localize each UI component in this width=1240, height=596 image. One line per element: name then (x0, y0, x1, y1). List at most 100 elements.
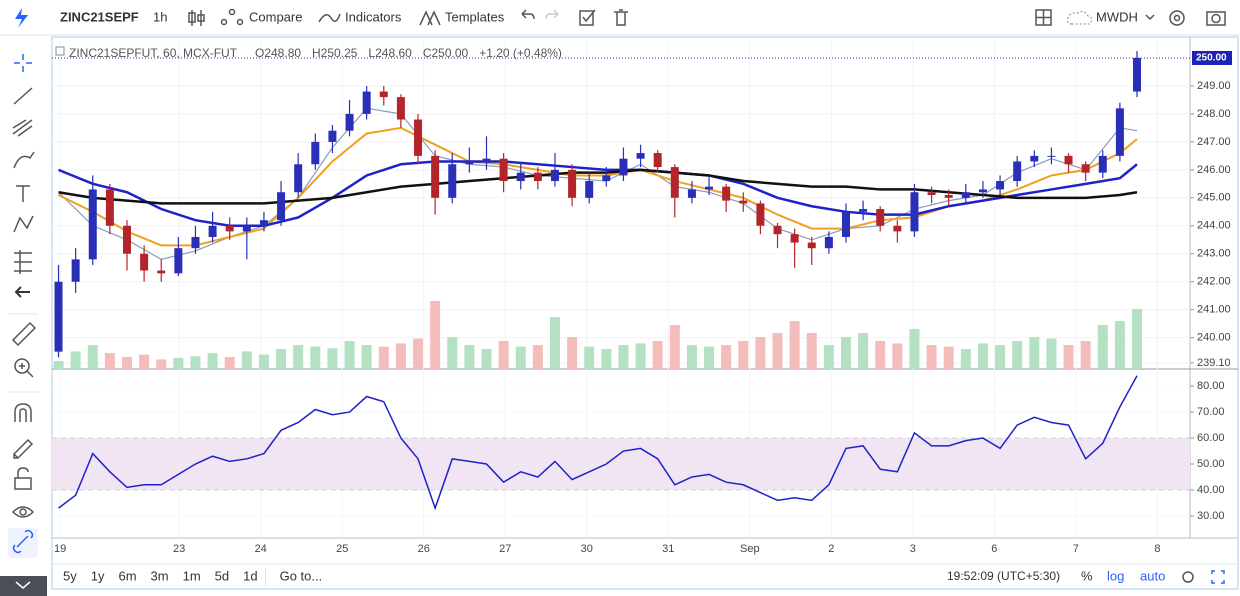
trend-line-tool[interactable] (13, 87, 33, 105)
interval[interactable]: 1h (153, 9, 167, 24)
volume-bar (413, 338, 424, 369)
candle-body (379, 91, 388, 98)
volume-bar (549, 317, 560, 369)
layout-icon[interactable] (1035, 9, 1052, 26)
snapshot-icon[interactable] (1206, 11, 1226, 26)
legend-toggle[interactable] (55, 46, 65, 56)
logo[interactable] (15, 8, 28, 28)
range-button[interactable]: 3m (151, 568, 169, 583)
symbol[interactable]: ZINC21SEPF (60, 9, 139, 24)
y-tick-label: 245.00 (1197, 192, 1231, 204)
candle-body (88, 189, 97, 260)
goto-button[interactable]: Go to... (280, 568, 323, 583)
candle-body (414, 119, 423, 156)
x-tick-label: 24 (255, 543, 267, 555)
rsi-tick-label: 80.00 (1197, 380, 1225, 392)
volume-bar (104, 353, 115, 369)
volume-bar (241, 351, 252, 369)
range-button[interactable]: 5d (215, 568, 229, 583)
text-tool[interactable] (16, 185, 30, 202)
x-tick-label: Sep (740, 543, 760, 555)
undo[interactable] (521, 9, 535, 20)
percent-toggle[interactable]: % (1081, 568, 1093, 583)
chart-style-icon[interactable] (188, 10, 205, 26)
collapse[interactable] (14, 286, 30, 298)
volume-bar (447, 337, 458, 369)
save-icon[interactable] (579, 9, 596, 26)
range-button[interactable]: 6m (118, 568, 136, 583)
legend-value: H250.25 (312, 46, 358, 60)
volume-bar (960, 349, 971, 369)
volume-bar (601, 349, 612, 369)
volume-bar (943, 346, 954, 369)
visibility-tool[interactable] (11, 506, 35, 518)
dropdown[interactable] (1145, 14, 1155, 21)
hide-toolbar[interactable] (0, 576, 47, 596)
x-tick-label: 25 (336, 543, 348, 555)
compare[interactable]: Compare (249, 9, 302, 24)
settings-icon[interactable] (1169, 10, 1185, 26)
volume-bar (87, 345, 98, 369)
templates-icon[interactable] (419, 10, 441, 26)
volume-bar (344, 341, 355, 369)
candle-body (259, 220, 268, 226)
range-button[interactable]: 1m (183, 568, 201, 583)
magnet-tool[interactable] (14, 403, 32, 422)
measure-tool[interactable] (11, 321, 37, 347)
candle-body (996, 181, 1005, 190)
legend-value: L248.60 (368, 46, 412, 60)
candle-body (1030, 155, 1039, 162)
fib-tool[interactable] (12, 119, 33, 137)
candle-body (396, 97, 405, 120)
auto-toggle[interactable]: auto (1140, 568, 1165, 583)
indicators-icon[interactable] (318, 13, 341, 23)
candle-body (294, 164, 303, 193)
volume-bar (755, 337, 766, 369)
compare-icon[interactable] (220, 8, 244, 26)
brush-tool[interactable] (13, 151, 35, 169)
chart-frame (51, 36, 1239, 590)
log-toggle[interactable]: log (1107, 568, 1124, 583)
volume-bar (738, 341, 749, 369)
link-tool[interactable] (12, 529, 34, 554)
candle-body (687, 189, 696, 198)
crosshair[interactable] (14, 54, 32, 72)
volume-bar (70, 351, 81, 369)
delete-icon[interactable] (614, 9, 628, 26)
templates[interactable]: Templates (445, 9, 505, 24)
zoom-tool[interactable] (14, 358, 34, 378)
volume-bar (1063, 345, 1074, 369)
redo[interactable] (545, 9, 559, 20)
volume-bar (618, 345, 629, 369)
indicators[interactable]: Indicators (345, 9, 402, 24)
candle-body (1081, 164, 1090, 173)
lock-tool[interactable] (14, 467, 32, 490)
fullscreen[interactable] (1211, 570, 1225, 584)
candle-body (739, 200, 748, 204)
candle-body (568, 169, 577, 198)
candle-body (499, 158, 508, 182)
volume-bar (806, 333, 817, 369)
x-tick-label: 30 (581, 543, 593, 555)
stay-drawing[interactable] (12, 438, 34, 460)
candle-body (585, 181, 594, 198)
scale-settings[interactable] (1182, 571, 1194, 583)
candle-body (910, 192, 919, 232)
range-button[interactable]: 5y (63, 568, 77, 583)
rsi-tick-label: 50.00 (1197, 458, 1225, 470)
range-button[interactable]: 1d (243, 568, 257, 583)
candle-body (841, 211, 850, 237)
candle-body (1064, 155, 1073, 165)
y-tick-label: 249.00 (1197, 80, 1231, 92)
cloud-icon[interactable] (1067, 11, 1093, 25)
volume-bar (139, 354, 150, 369)
prediction-tool[interactable] (14, 250, 32, 274)
pattern-tool[interactable] (13, 215, 34, 233)
candle-body (242, 225, 251, 232)
layout-name[interactable]: MWDH (1096, 9, 1138, 24)
candle-body (140, 253, 149, 271)
volume-bar (173, 357, 184, 369)
range-button[interactable]: 1y (91, 568, 105, 583)
volume-bar (704, 346, 715, 369)
candle-body (311, 141, 320, 165)
